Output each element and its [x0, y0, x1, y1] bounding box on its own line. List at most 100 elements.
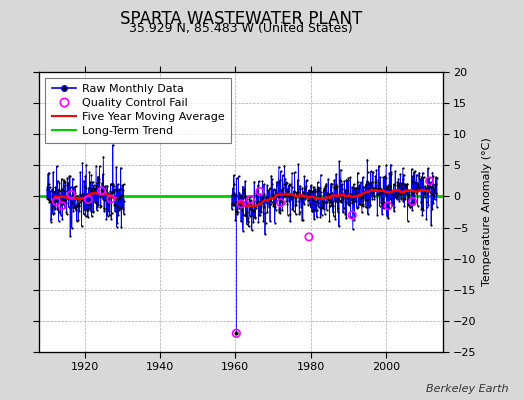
Point — [345, 202, 353, 208]
Point — [283, 201, 291, 208]
Point — [365, 184, 373, 191]
Point — [408, 207, 417, 213]
Point — [107, 210, 116, 216]
Point — [113, 187, 121, 193]
Point — [286, 211, 294, 218]
Point — [372, 179, 380, 186]
Point — [261, 231, 269, 237]
Point — [427, 190, 435, 196]
Point — [431, 190, 440, 196]
Point — [336, 166, 345, 173]
Point — [282, 197, 290, 204]
Point — [410, 169, 418, 175]
Point — [302, 183, 310, 189]
Point — [414, 183, 422, 190]
Point — [87, 187, 95, 194]
Point — [355, 201, 363, 207]
Point — [384, 202, 392, 209]
Point — [52, 194, 60, 200]
Point — [375, 179, 384, 186]
Point — [397, 196, 406, 202]
Point — [46, 184, 54, 190]
Point — [289, 194, 297, 200]
Point — [88, 187, 96, 194]
Point — [398, 176, 407, 182]
Point — [64, 204, 73, 210]
Point — [119, 211, 128, 217]
Point — [96, 194, 104, 200]
Point — [45, 170, 53, 176]
Point — [325, 195, 333, 201]
Point — [342, 176, 351, 183]
Point — [389, 191, 397, 197]
Point — [58, 202, 66, 209]
Point — [276, 210, 285, 216]
Point — [84, 214, 92, 220]
Point — [64, 180, 72, 186]
Point — [313, 214, 321, 220]
Point — [111, 186, 119, 192]
Point — [81, 173, 90, 180]
Point — [101, 196, 109, 203]
Point — [271, 206, 280, 213]
Point — [386, 183, 394, 189]
Point — [240, 190, 248, 196]
Point — [383, 185, 391, 191]
Point — [374, 177, 383, 183]
Point — [63, 174, 72, 181]
Point — [230, 202, 238, 208]
Point — [400, 195, 408, 201]
Point — [402, 181, 411, 188]
Point — [250, 178, 258, 185]
Point — [263, 209, 271, 215]
Point — [93, 178, 102, 185]
Point — [389, 181, 398, 187]
Point — [106, 188, 114, 194]
Point — [314, 184, 322, 190]
Point — [62, 209, 71, 216]
Point — [402, 184, 410, 190]
Point — [60, 179, 69, 185]
Point — [86, 179, 94, 185]
Point — [399, 165, 407, 172]
Point — [322, 183, 330, 190]
Point — [73, 218, 81, 224]
Point — [89, 179, 97, 185]
Point — [355, 182, 364, 188]
Point — [383, 204, 391, 211]
Point — [312, 202, 321, 208]
Point — [377, 196, 386, 202]
Point — [48, 203, 57, 210]
Point — [366, 180, 374, 186]
Point — [401, 183, 409, 190]
Point — [425, 180, 433, 187]
Point — [341, 210, 350, 217]
Text: Berkeley Earth: Berkeley Earth — [426, 384, 508, 394]
Point — [373, 191, 381, 197]
Point — [241, 192, 249, 199]
Point — [107, 181, 115, 188]
Point — [80, 178, 88, 184]
Point — [246, 205, 255, 212]
Point — [331, 216, 340, 222]
Point — [70, 184, 78, 190]
Point — [281, 193, 290, 199]
Point — [277, 168, 285, 175]
Point — [414, 186, 423, 192]
Point — [299, 194, 308, 200]
Point — [287, 192, 295, 198]
Point — [42, 186, 51, 192]
Point — [260, 204, 268, 210]
Point — [237, 204, 246, 210]
Point — [81, 182, 89, 189]
Point — [417, 206, 425, 213]
Point — [403, 218, 412, 224]
Point — [336, 177, 344, 184]
Point — [90, 184, 99, 191]
Point — [404, 187, 412, 194]
Point — [364, 211, 372, 217]
Point — [88, 213, 96, 220]
Point — [69, 175, 77, 182]
Point — [96, 203, 105, 209]
Point — [366, 202, 374, 208]
